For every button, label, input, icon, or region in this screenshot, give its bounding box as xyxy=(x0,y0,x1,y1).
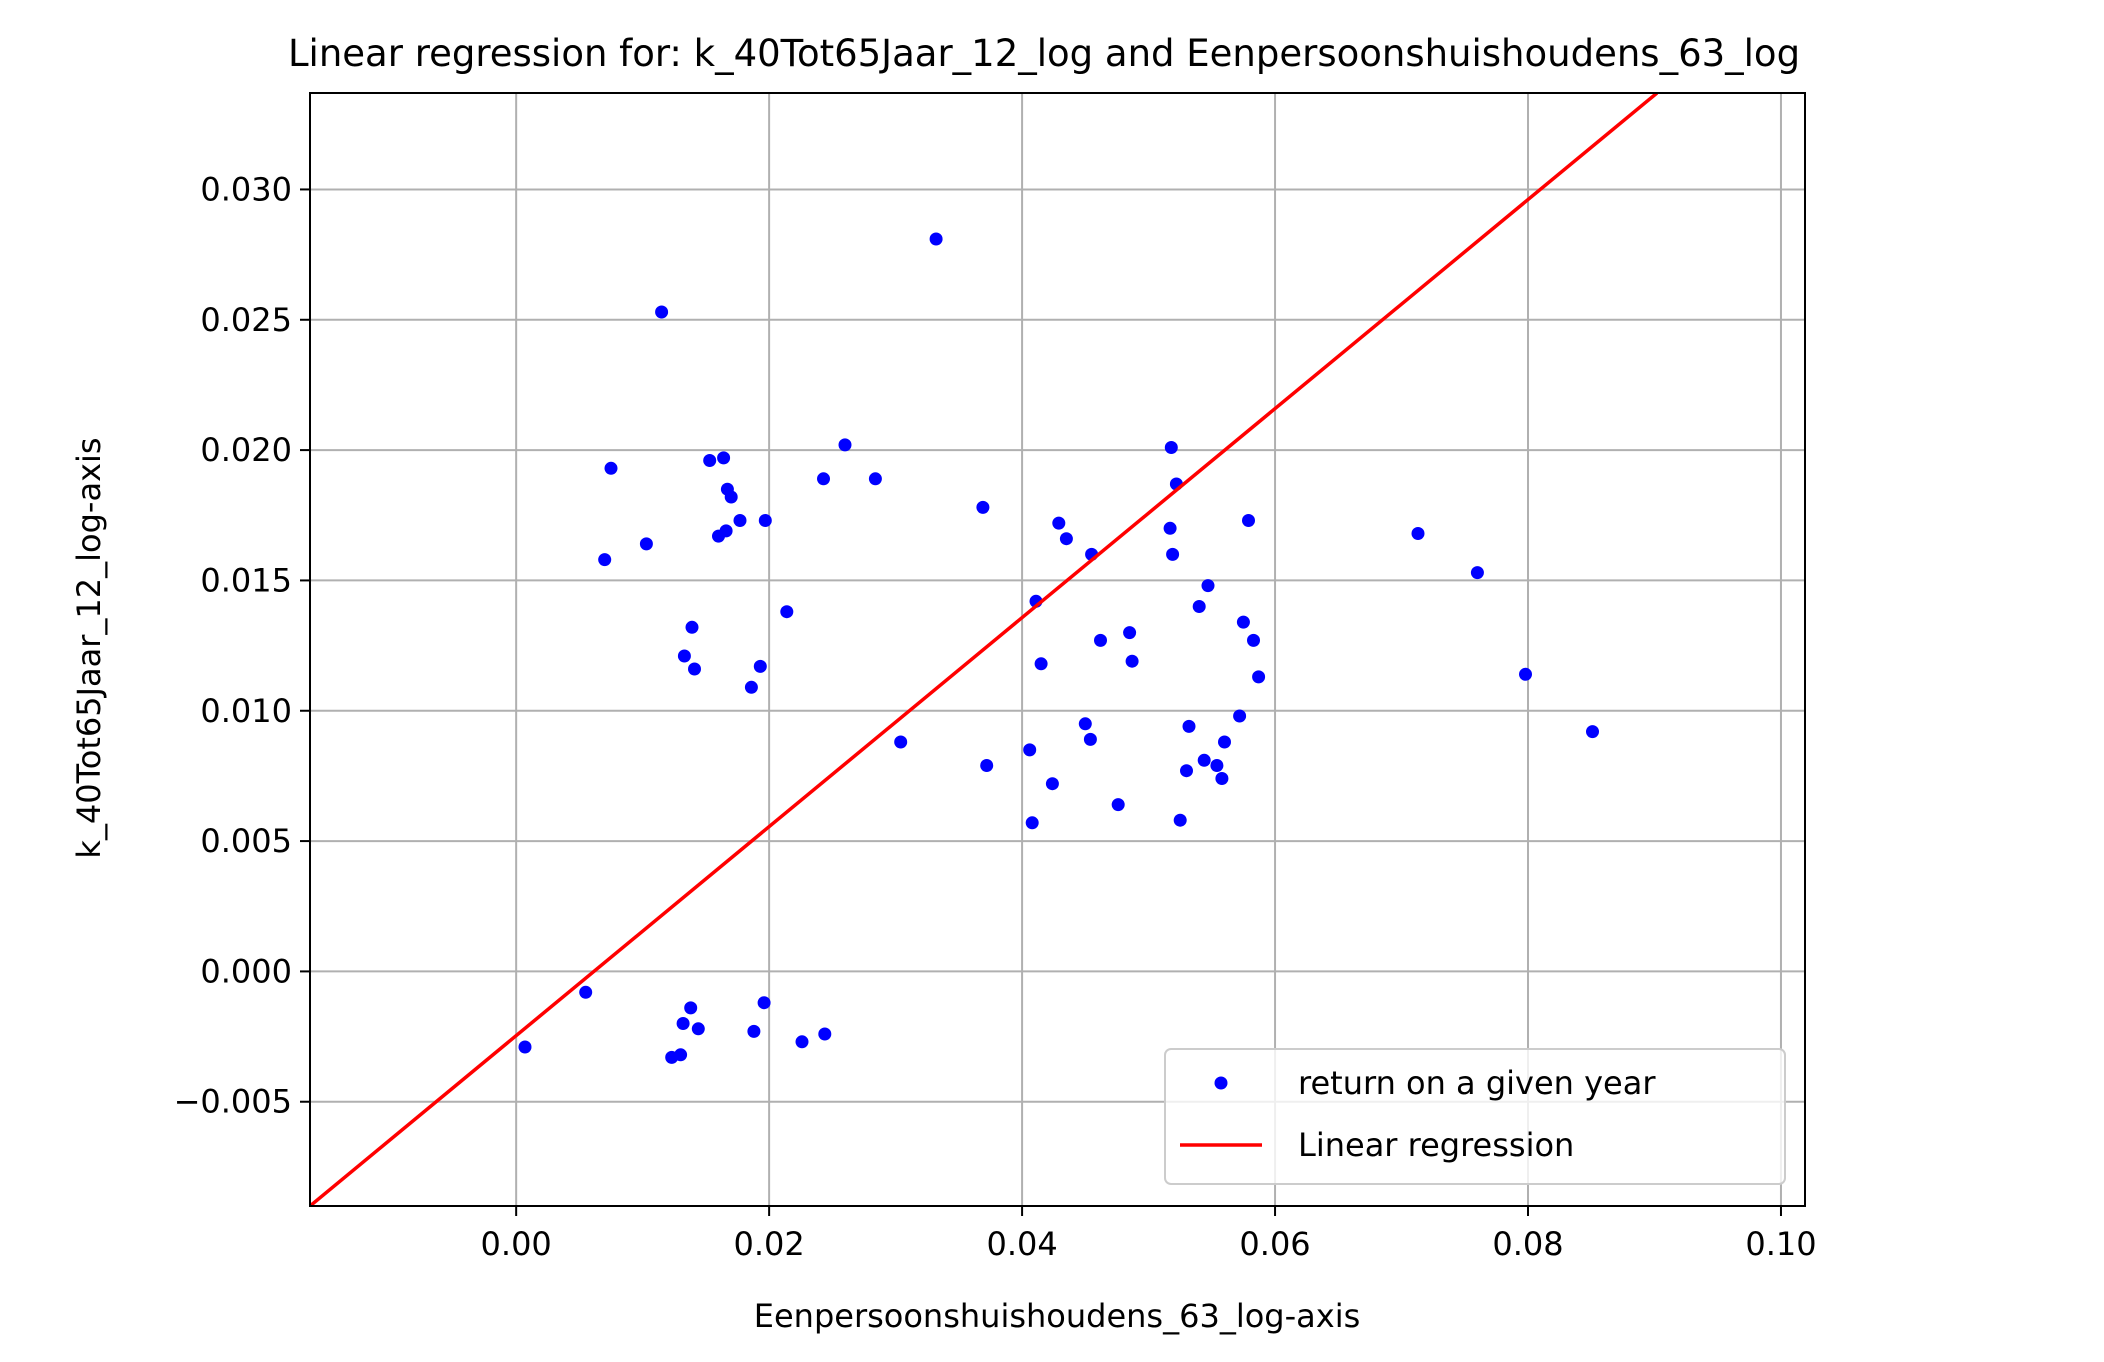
scatter-point xyxy=(676,1017,690,1030)
scatter-point xyxy=(1210,759,1224,772)
scatter-point xyxy=(1411,527,1425,540)
scatter-point xyxy=(719,524,733,538)
x-axis-label: Eenpersoonshuishoudens_63_log-axis xyxy=(754,1297,1361,1335)
scatter-point xyxy=(598,553,612,567)
scatter-point xyxy=(688,662,701,676)
scatter-point xyxy=(655,305,669,319)
scatter-point xyxy=(1025,816,1039,830)
scatter-point xyxy=(1197,753,1211,767)
y-tick-label: −0.005 xyxy=(174,1083,292,1121)
scatter-point xyxy=(1163,521,1177,535)
scatter-point xyxy=(1123,626,1137,640)
scatter-point xyxy=(1045,777,1059,791)
scatter-point xyxy=(1166,547,1180,561)
scatter-point xyxy=(894,735,908,749)
legend-label-line: Linear regression xyxy=(1298,1126,1574,1164)
scatter-point xyxy=(1247,633,1260,647)
scatter-point xyxy=(1218,735,1231,749)
legend: return on a given year Linear regression xyxy=(1164,1048,1786,1185)
scatter-point xyxy=(724,490,738,504)
y-axis-label: k_40Tot65Jaar_12_log-axis xyxy=(70,437,108,858)
scatter-point xyxy=(744,680,758,694)
legend-label-scatter: return on a given year xyxy=(1298,1064,1656,1102)
scatter-point xyxy=(758,514,772,527)
scatter-point xyxy=(753,659,767,673)
y-tick-label: 0.025 xyxy=(200,301,292,339)
scatter-point xyxy=(1052,516,1066,530)
scatter-point xyxy=(1094,633,1107,647)
x-tick-label: 0.06 xyxy=(1239,1225,1310,1263)
scatter-point xyxy=(1182,719,1196,733)
scatter-point xyxy=(1242,514,1255,527)
scatter-point xyxy=(1519,667,1532,681)
y-tick-label: 0.005 xyxy=(200,822,292,860)
plot-frame xyxy=(309,92,1806,1207)
scatter-point xyxy=(685,620,699,634)
scatter-point xyxy=(1173,813,1187,827)
scatter-point xyxy=(1164,441,1178,454)
chart-title: Linear regression for: k_40Tot65Jaar_12_… xyxy=(288,32,1800,75)
scatter-point xyxy=(780,605,794,619)
scatter-point xyxy=(817,472,830,486)
regression-line xyxy=(310,93,1659,1206)
scatter-point xyxy=(1586,725,1599,739)
scatter-point xyxy=(1034,657,1048,671)
scatter-point xyxy=(1236,615,1250,629)
x-tick-label: 0.04 xyxy=(986,1225,1057,1263)
scatter-point xyxy=(1111,798,1125,812)
scatter-point xyxy=(1252,670,1266,684)
scatter-point xyxy=(677,649,691,663)
scatter-point xyxy=(1233,709,1247,723)
y-tick-label: 0.015 xyxy=(200,561,292,599)
scatter-point xyxy=(929,232,943,246)
scatter-point xyxy=(717,451,731,465)
y-tick-label: 0.000 xyxy=(200,952,292,990)
scatter-point xyxy=(684,1001,698,1015)
y-axis-ticks: −0.005 0.000 0.005 0.010 0.015 0.020 0.025 0.03… xyxy=(174,170,310,1121)
scatter-point xyxy=(518,1040,532,1054)
scatter-point xyxy=(1215,772,1229,785)
x-axis-ticks: 0.00 0.02 0.04 0.06 0.08 0.10 xyxy=(481,1206,1817,1263)
scatter-point xyxy=(703,454,717,467)
y-tick-label: 0.010 xyxy=(200,692,292,730)
scatter-point xyxy=(639,537,653,551)
grid-lines xyxy=(310,93,1805,1206)
scatter-point xyxy=(733,514,747,527)
scatter-point xyxy=(868,472,882,486)
scatter-point xyxy=(1078,717,1092,731)
scatter-point xyxy=(980,759,994,772)
y-tick-label: 0.020 xyxy=(200,431,292,469)
scatter-point xyxy=(976,500,990,514)
scatter-point xyxy=(795,1035,809,1049)
scatter-point xyxy=(691,1022,705,1036)
legend-box xyxy=(1164,1048,1786,1185)
scatter-point xyxy=(1059,532,1073,546)
scatter-point xyxy=(1192,600,1206,613)
scatter-point xyxy=(757,996,771,1010)
x-tick-label: 0.02 xyxy=(733,1225,804,1263)
x-tick-label: 0.08 xyxy=(1492,1225,1563,1263)
scatter-point xyxy=(1201,579,1215,593)
scatter-point xyxy=(1023,743,1037,757)
scatter-point xyxy=(1180,764,1193,778)
scatter-point xyxy=(579,985,593,999)
plot-series xyxy=(310,93,1659,1206)
scatter-point xyxy=(604,461,618,475)
y-tick-label: 0.030 xyxy=(200,170,292,208)
x-tick-label: 0.00 xyxy=(481,1225,552,1263)
scatter-point xyxy=(818,1027,832,1041)
x-tick-label: 0.10 xyxy=(1745,1225,1816,1263)
scatter-point xyxy=(1125,654,1139,668)
scatter-point xyxy=(674,1048,688,1062)
scatter-point xyxy=(1470,566,1484,580)
scatter-point xyxy=(1083,732,1097,746)
legend-marker-scatter xyxy=(1214,1076,1228,1090)
scatter-point xyxy=(838,438,852,452)
scatter-point xyxy=(747,1024,761,1038)
